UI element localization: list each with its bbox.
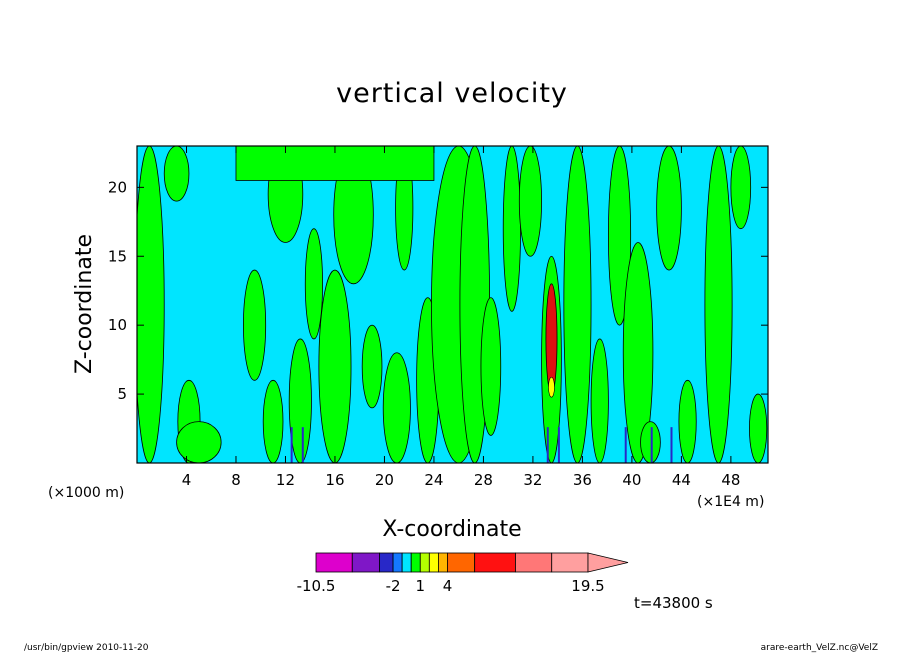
updraft-region bbox=[137, 146, 165, 463]
updraft-region bbox=[480, 297, 502, 436]
colorbar-swatch bbox=[437, 552, 448, 573]
y-tick-label: 20 bbox=[108, 178, 127, 196]
colorbar-swatch bbox=[419, 552, 430, 573]
updraft-region bbox=[563, 146, 592, 463]
updraft-region bbox=[640, 421, 661, 463]
colorbar-arrow bbox=[587, 552, 629, 573]
updraft-region bbox=[607, 146, 632, 326]
x-axis-title: X-coordinate bbox=[382, 517, 521, 542]
x-tick-label: 40 bbox=[622, 471, 641, 489]
time-label: t=43800 s bbox=[634, 594, 713, 612]
colorbar-swatch bbox=[351, 552, 380, 573]
x-tick-label: 32 bbox=[523, 471, 542, 489]
x-unit-left: (×1000 m) bbox=[48, 485, 124, 501]
updraft-region bbox=[361, 324, 383, 409]
contour-fields bbox=[137, 146, 768, 463]
updraft-region bbox=[243, 269, 267, 381]
y-axis: 5 10 15 20 bbox=[108, 178, 768, 403]
y-axis-title: Z-coordinate bbox=[72, 234, 97, 374]
updraft-region bbox=[502, 146, 521, 312]
updraft-region bbox=[622, 242, 654, 463]
updraft-region bbox=[749, 393, 768, 463]
x-unit-right: (×1E4 m) bbox=[697, 494, 764, 510]
x-tick-label: 48 bbox=[721, 471, 740, 489]
updraft-region bbox=[704, 146, 733, 463]
updraft-region bbox=[730, 146, 752, 230]
colorbar-tick-label: 4 bbox=[443, 577, 453, 595]
colorbar-tick-label: 19.5 bbox=[571, 577, 604, 595]
colorbar-swatch bbox=[474, 552, 516, 573]
x-tick-label: 8 bbox=[231, 471, 241, 489]
colorbar-swatch bbox=[428, 552, 439, 573]
x-tick-label: 44 bbox=[672, 471, 691, 489]
footer-left: /usr/bin/gpview 2010-11-20 bbox=[24, 643, 149, 653]
colorbar-tick-label: -2 bbox=[386, 577, 401, 595]
chart-title: vertical velocity bbox=[336, 78, 568, 109]
updraft-region bbox=[318, 269, 352, 463]
x-axis: 4 8 12 16 20 24 28 32 36 40 44 48 bbox=[182, 146, 740, 489]
y-tick-label: 10 bbox=[108, 316, 127, 334]
colorbar-tick-label: 1 bbox=[415, 577, 425, 595]
updraft-region bbox=[590, 338, 609, 463]
colorbar-swatch bbox=[551, 552, 589, 573]
updraft-region bbox=[656, 146, 682, 271]
colorbar-swatch bbox=[401, 552, 412, 573]
x-tick-label: 28 bbox=[474, 471, 493, 489]
updraft-region bbox=[304, 228, 323, 340]
x-tick-label: 12 bbox=[276, 471, 295, 489]
updraft-region bbox=[382, 352, 411, 463]
plot-frame bbox=[136, 145, 769, 464]
colorbar-swatch bbox=[379, 552, 394, 573]
colorbar-swatch bbox=[392, 552, 403, 573]
updraft-region bbox=[163, 146, 190, 202]
x-tick-label: 20 bbox=[375, 471, 394, 489]
x-tick-label: 16 bbox=[325, 471, 344, 489]
colorbar-tick-label: -10.5 bbox=[297, 577, 336, 595]
footer-right: arare-earth_VelZ.nc@VelZ bbox=[761, 643, 878, 653]
x-tick-label: 4 bbox=[182, 471, 192, 489]
updraft-core-edge bbox=[548, 376, 555, 398]
updraft-region bbox=[518, 146, 542, 257]
y-tick-label: 5 bbox=[117, 385, 127, 403]
plot-area bbox=[136, 145, 769, 464]
colorbar-swatch bbox=[410, 552, 421, 573]
colorbar: -10.5 -2 1 4 19.5 bbox=[297, 552, 629, 595]
updraft-region bbox=[288, 338, 312, 463]
colorbar-swatch bbox=[515, 552, 553, 573]
updraft-region bbox=[176, 421, 222, 463]
colorbar-swatch bbox=[447, 552, 476, 573]
y-tick-label: 15 bbox=[108, 247, 127, 265]
colorbar-swatch bbox=[315, 552, 353, 573]
x-tick-label: 36 bbox=[573, 471, 592, 489]
updraft-region bbox=[678, 379, 697, 463]
updraft-region bbox=[262, 379, 284, 463]
x-tick-label: 24 bbox=[424, 471, 443, 489]
